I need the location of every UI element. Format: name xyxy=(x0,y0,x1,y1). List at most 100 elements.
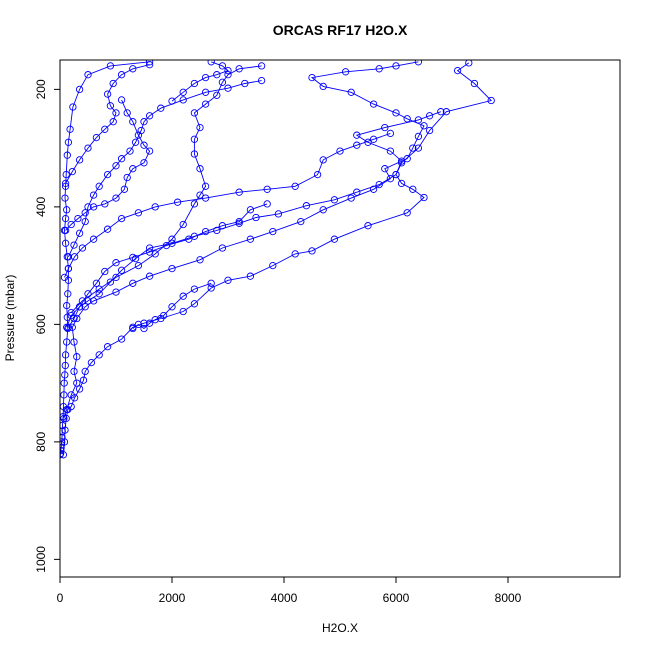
data-point xyxy=(129,65,137,73)
data-point xyxy=(145,244,154,252)
data-point xyxy=(112,162,120,170)
data-point xyxy=(403,115,411,123)
data-point xyxy=(179,292,187,300)
data-point xyxy=(60,273,69,282)
data-point xyxy=(207,60,215,66)
data-point xyxy=(64,264,73,273)
data-point xyxy=(73,353,81,361)
data-point xyxy=(109,118,117,126)
data-point xyxy=(353,188,361,196)
series-3-line xyxy=(63,61,425,419)
data-point xyxy=(60,438,69,446)
data-point xyxy=(101,200,109,208)
data-point xyxy=(252,213,260,222)
series-1-line xyxy=(60,61,150,456)
data-point xyxy=(179,96,187,104)
data-point xyxy=(392,109,400,117)
data-point xyxy=(81,217,89,226)
data-point xyxy=(151,203,159,211)
data-point xyxy=(129,165,137,173)
series-1 xyxy=(60,60,154,459)
data-point xyxy=(112,273,120,282)
data-point xyxy=(179,220,187,229)
data-point xyxy=(224,66,232,75)
data-point xyxy=(117,335,126,343)
data-point xyxy=(201,182,210,190)
data-point xyxy=(70,314,78,323)
chart-title: ORCAS RF17 H2O.X xyxy=(273,22,408,38)
data-point xyxy=(442,108,451,116)
data-point xyxy=(60,379,68,387)
data-point xyxy=(159,311,168,320)
data-point xyxy=(392,170,400,179)
x-axis: 0 2000 4000 6000 8000 xyxy=(57,577,522,605)
data-point xyxy=(196,191,204,199)
data-point xyxy=(66,125,74,133)
data-point xyxy=(224,71,232,79)
data-point xyxy=(190,135,199,143)
y-tick-label: 600 xyxy=(34,314,48,334)
series-10-line xyxy=(67,80,262,257)
data-point xyxy=(87,358,96,367)
data-point xyxy=(369,135,378,143)
data-point xyxy=(437,108,445,116)
series-5 xyxy=(60,129,395,282)
data-point xyxy=(140,141,148,149)
data-point xyxy=(63,338,71,346)
data-point xyxy=(140,159,148,167)
data-point xyxy=(61,351,70,359)
data-point xyxy=(235,217,243,226)
data-point xyxy=(61,371,69,379)
data-point xyxy=(409,144,417,152)
data-point xyxy=(145,61,154,69)
series-11 xyxy=(61,61,154,188)
data-point xyxy=(78,244,87,252)
data-point xyxy=(263,200,271,208)
data-point xyxy=(134,261,143,270)
data-point xyxy=(60,414,68,423)
data-point xyxy=(302,202,311,210)
data-point xyxy=(420,122,428,130)
data-point xyxy=(392,62,400,70)
data-point xyxy=(386,147,395,155)
data-point xyxy=(145,147,154,155)
data-point xyxy=(106,102,115,110)
series-3 xyxy=(60,60,428,423)
series-5-line xyxy=(64,132,391,278)
data-point xyxy=(157,104,165,112)
data-point xyxy=(218,222,227,230)
data-point xyxy=(62,170,70,179)
data-point xyxy=(364,222,372,230)
x-axis-label: H2O.X xyxy=(322,621,358,635)
data-point xyxy=(190,285,199,293)
data-point xyxy=(308,247,316,255)
data-point xyxy=(145,272,154,280)
data-point xyxy=(403,209,411,217)
data-point xyxy=(129,253,137,262)
data-point xyxy=(64,253,73,261)
series-6-line xyxy=(68,203,268,328)
data-point xyxy=(95,290,103,298)
data-point xyxy=(235,65,243,73)
data-point xyxy=(201,100,210,108)
data-point xyxy=(386,175,395,183)
x-tick-label: 8000 xyxy=(495,591,522,605)
data-point xyxy=(81,367,89,376)
data-point xyxy=(92,133,101,142)
data-point xyxy=(61,361,69,370)
data-point xyxy=(420,193,428,202)
data-point xyxy=(61,194,69,202)
data-point xyxy=(274,210,283,218)
data-point xyxy=(257,62,266,70)
data-point xyxy=(151,316,159,324)
data-point xyxy=(241,79,249,88)
data-point xyxy=(319,206,327,214)
data-point xyxy=(319,156,327,164)
data-point xyxy=(103,170,112,179)
data-point xyxy=(353,131,361,139)
data-point xyxy=(224,276,232,284)
data-point xyxy=(330,235,339,243)
data-point xyxy=(190,150,199,158)
y-axis: 200 400 600 800 1000 xyxy=(34,79,60,573)
